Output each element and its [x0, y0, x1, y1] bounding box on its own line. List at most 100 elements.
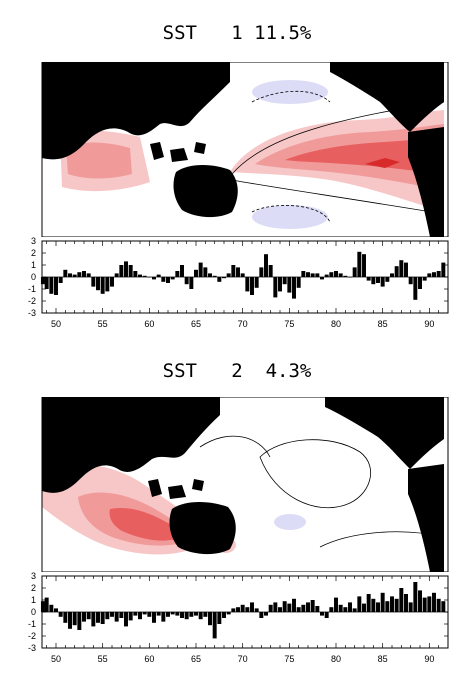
- map-2-cool-region: [274, 514, 306, 530]
- map-1-land-islands: [150, 142, 206, 162]
- pc-1-bar: [194, 269, 198, 277]
- pc-1-bar: [68, 273, 72, 277]
- pc-1-bar: [77, 272, 82, 277]
- pc-1-bar: [198, 262, 203, 277]
- pc-1-bar: [175, 271, 180, 277]
- pc-1-bar: [231, 265, 236, 277]
- pc-1-bar: [147, 277, 152, 278]
- pc-2-y-tick-label: 3: [31, 572, 36, 581]
- pc-1-bar: [376, 277, 380, 283]
- pc-1-bar: [203, 267, 208, 277]
- map-2-warm-region-core: [109, 507, 178, 541]
- pc-2-bar: [324, 612, 329, 618]
- pc-2-bar: [180, 612, 184, 618]
- pc-2-time-series: 50 55 60 65 70 75 80 85 90 -3 -2 -1 0 1 2 3: [28, 572, 449, 664]
- pc-1-bar: [292, 277, 296, 299]
- pc-1-bar: [40, 277, 45, 285]
- pc-2-bar: [226, 612, 231, 615]
- pc-1-bar: [212, 275, 217, 277]
- pc-1-bar: [142, 275, 147, 277]
- pc-1-bar: [240, 273, 245, 277]
- pc-2-bar: [413, 582, 418, 612]
- pc-1-bar: [105, 277, 110, 292]
- map-1-indian-warm-inner: [66, 142, 132, 179]
- pc-2-x-tick-label: 85: [378, 654, 388, 664]
- pc-2-bar: [338, 604, 343, 612]
- pc-1-time-series: 50 55 60 65 70 75 80 85 90 -3 -2 -1 0 1 2 3: [28, 237, 449, 329]
- pc-1-bar: [254, 277, 259, 288]
- pc-2-bar: [292, 598, 296, 612]
- pc-1-bar: [301, 271, 306, 277]
- pc-1-bar: [329, 272, 334, 277]
- pc-2-bar: [105, 612, 110, 620]
- pc-2-bar: [334, 597, 338, 612]
- sst-mode-1-map: [41, 62, 449, 237]
- pc-2-bar: [427, 596, 432, 612]
- pc-2-bar: [399, 588, 404, 612]
- pc-1-bar: [250, 277, 254, 295]
- pc-1-bar: [338, 273, 343, 277]
- pc-2-bar: [203, 612, 208, 617]
- pc-1-bar: [58, 277, 63, 283]
- pc-2-bar: [250, 602, 254, 612]
- pc-2-bar: [376, 602, 380, 612]
- pc-2-bar: [217, 612, 222, 624]
- pc-2-y-tick-label: 1: [31, 595, 36, 605]
- pc-2-bar: [390, 596, 394, 612]
- pc-1-bar: [390, 273, 394, 277]
- pc-2-x-tick-label: 50: [51, 654, 61, 664]
- pc-2-y-tick-label: -2: [28, 631, 36, 641]
- pc-1-bar: [348, 277, 352, 278]
- pc-2-bar: [254, 608, 259, 612]
- pc-2-bar: [77, 612, 82, 630]
- pc-2-bar: [166, 612, 170, 617]
- map-1-land-asia: [42, 62, 230, 160]
- pc-1-bar: [408, 277, 413, 285]
- pc-1-bar: [170, 277, 175, 280]
- pc-2-bar: [273, 602, 278, 612]
- pc-2-bar: [287, 603, 292, 612]
- pc-2-bar: [432, 592, 436, 612]
- pc-2-bar: [362, 603, 366, 612]
- pc-2-bar: [278, 607, 282, 612]
- pc-1-x-tick-label: 75: [284, 319, 294, 329]
- pc-2-x-tick-label: 75: [284, 654, 294, 664]
- map-1-contour: [231, 179, 445, 215]
- pc-1-x-tick-label: 60: [144, 319, 154, 329]
- pc-2-bar: [91, 612, 96, 627]
- map-2-contour: [259, 439, 371, 509]
- pc-1-y-tick-label: -2: [28, 296, 36, 306]
- pc-2-bar: [49, 604, 54, 612]
- pc-2-bar: [385, 601, 390, 612]
- pc-1-x-tick-label: 85: [378, 319, 388, 329]
- pc-1-y-tick-label: 2: [31, 248, 36, 258]
- pc-2-bar: [68, 612, 72, 629]
- pc-1-bar: [362, 254, 366, 277]
- pc-1-bar: [259, 267, 264, 277]
- pc-1-bar: [436, 271, 441, 277]
- pc-1-bar: [226, 273, 231, 277]
- pc-2-bar: [72, 612, 77, 626]
- pc-2-bar: [156, 612, 161, 616]
- pc-2-bar: [170, 612, 175, 615]
- pc-1-bar: [427, 273, 432, 277]
- panel-2-title: SST 2 4.3%: [162, 360, 312, 382]
- pc-2-bar: [231, 608, 236, 612]
- pc-2-bar: [124, 612, 128, 627]
- pc-2-bar: [418, 590, 422, 612]
- pc-2-bar: [110, 612, 114, 617]
- pc-1-bar: [334, 271, 338, 277]
- pc-2-bar: [380, 592, 385, 612]
- map-2-land-australia: [169, 502, 236, 555]
- pc-1-bar: [166, 277, 170, 283]
- pc-1-bar: [268, 265, 273, 277]
- pc-2-bar: [189, 612, 194, 617]
- pc-2-bar: [240, 604, 245, 612]
- pc-1-bar: [236, 267, 240, 277]
- pc-1-bar: [54, 277, 58, 295]
- pc-2-bar: [198, 612, 203, 620]
- pc-1-bar: [222, 277, 226, 279]
- pc-1-bar: [208, 273, 212, 277]
- pc-2-bar: [310, 600, 315, 612]
- pc-1-bar: [161, 277, 166, 282]
